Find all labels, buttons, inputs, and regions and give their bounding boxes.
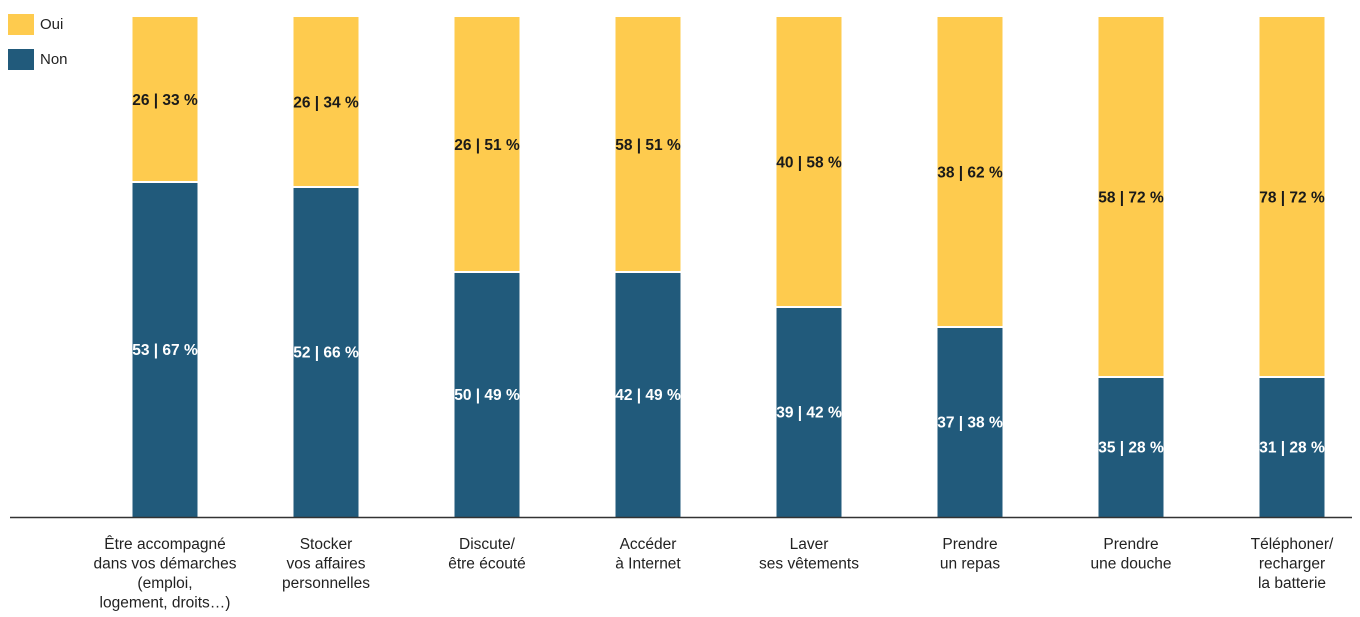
category-label-line: (emploi, — [137, 575, 192, 592]
category-label-line: Prendre — [942, 536, 997, 553]
legend-label-non: Non — [40, 51, 68, 68]
legend-item-non: Non — [8, 49, 68, 70]
chart-legend: Oui Non — [8, 14, 68, 84]
bar-oui-4 — [776, 17, 842, 307]
category-label-3: Accéder à Internet — [615, 536, 681, 573]
category-label-line: Téléphoner/ — [1251, 536, 1334, 553]
legend-swatch-oui — [8, 14, 34, 35]
bar-non-1 — [293, 187, 359, 517]
bar-oui-1 — [293, 17, 359, 187]
bar-label-non-7: 31 | 28 % — [1259, 440, 1325, 457]
category-label-5: Prendre un repas — [940, 536, 1001, 573]
legend-swatch-non — [8, 49, 34, 70]
category-label-line: ses vêtements — [759, 556, 859, 573]
bar-oui-5 — [937, 17, 1003, 327]
category-label-line: Discute/ — [459, 536, 516, 553]
bar-label-oui-3: 58 | 51 % — [615, 137, 681, 154]
bar-label-non-4: 39 | 42 % — [776, 405, 842, 422]
bar-oui-2 — [454, 17, 520, 272]
category-label-line: la batterie — [1258, 575, 1326, 592]
bar-label-oui-1: 26 | 34 % — [293, 95, 359, 112]
category-label-line: Prendre — [1103, 536, 1158, 553]
category-label-line: recharger — [1259, 556, 1325, 573]
bar-label-oui-6: 58 | 72 % — [1098, 190, 1164, 207]
bar-non-6 — [1098, 377, 1164, 517]
category-label-4: Laver ses vêtements — [759, 536, 859, 573]
bar-label-non-0: 53 | 67 % — [132, 342, 198, 359]
bar-label-non-2: 50 | 49 % — [454, 387, 520, 404]
bar-non-7 — [1259, 377, 1325, 517]
bar-non-4 — [776, 307, 842, 517]
bar-oui-7 — [1259, 17, 1325, 377]
category-label-line: vos affaires — [287, 556, 366, 573]
category-label-6: Prendre une douche — [1090, 536, 1171, 573]
bar-oui-0 — [132, 17, 198, 182]
bar-label-oui-7: 78 | 72 % — [1259, 190, 1325, 207]
bar-oui-3 — [615, 17, 681, 272]
bar-label-oui-4: 40 | 58 % — [776, 155, 842, 172]
category-label-line: être écouté — [448, 556, 526, 573]
bar-label-non-6: 35 | 28 % — [1098, 440, 1164, 457]
category-label-line: logement, droits…) — [100, 595, 231, 612]
legend-item-oui: Oui — [8, 14, 68, 35]
bar-label-non-1: 52 | 66 % — [293, 345, 359, 362]
bar-non-3 — [615, 272, 681, 517]
bar-label-non-5: 37 | 38 % — [937, 415, 1003, 432]
legend-label-oui: Oui — [40, 16, 64, 33]
bar-oui-6 — [1098, 17, 1164, 377]
category-label-line: dans vos démarches — [93, 556, 236, 573]
bar-non-5 — [937, 327, 1003, 517]
category-label-line: à Internet — [615, 556, 681, 573]
category-label-line: personnelles — [282, 575, 370, 592]
category-label-0: Être accompagné dans vos démarches (emploi… — [93, 536, 236, 612]
category-label-7: Téléphoner/recharger la batterie — [1251, 536, 1334, 592]
category-label-line: Stocker — [300, 536, 353, 553]
category-label-line: Laver — [790, 536, 829, 553]
bar-non-2 — [454, 272, 520, 517]
bar-label-non-3: 42 | 49 % — [615, 387, 681, 404]
bar-label-oui-5: 38 | 62 % — [937, 165, 1003, 182]
category-label-line: une douche — [1090, 556, 1171, 573]
category-label-2: Discute/être écouté — [448, 536, 526, 573]
category-label-line: Accéder — [620, 536, 677, 553]
bar-non-0 — [132, 182, 198, 517]
category-label-line: un repas — [940, 556, 1001, 573]
bar-label-oui-2: 26 | 51 % — [454, 137, 520, 154]
category-label-1: Stocker vos affaires personnelles — [282, 536, 370, 592]
bar-label-oui-0: 26 | 33 % — [132, 92, 198, 109]
category-label-line: Être accompagné — [104, 536, 226, 553]
